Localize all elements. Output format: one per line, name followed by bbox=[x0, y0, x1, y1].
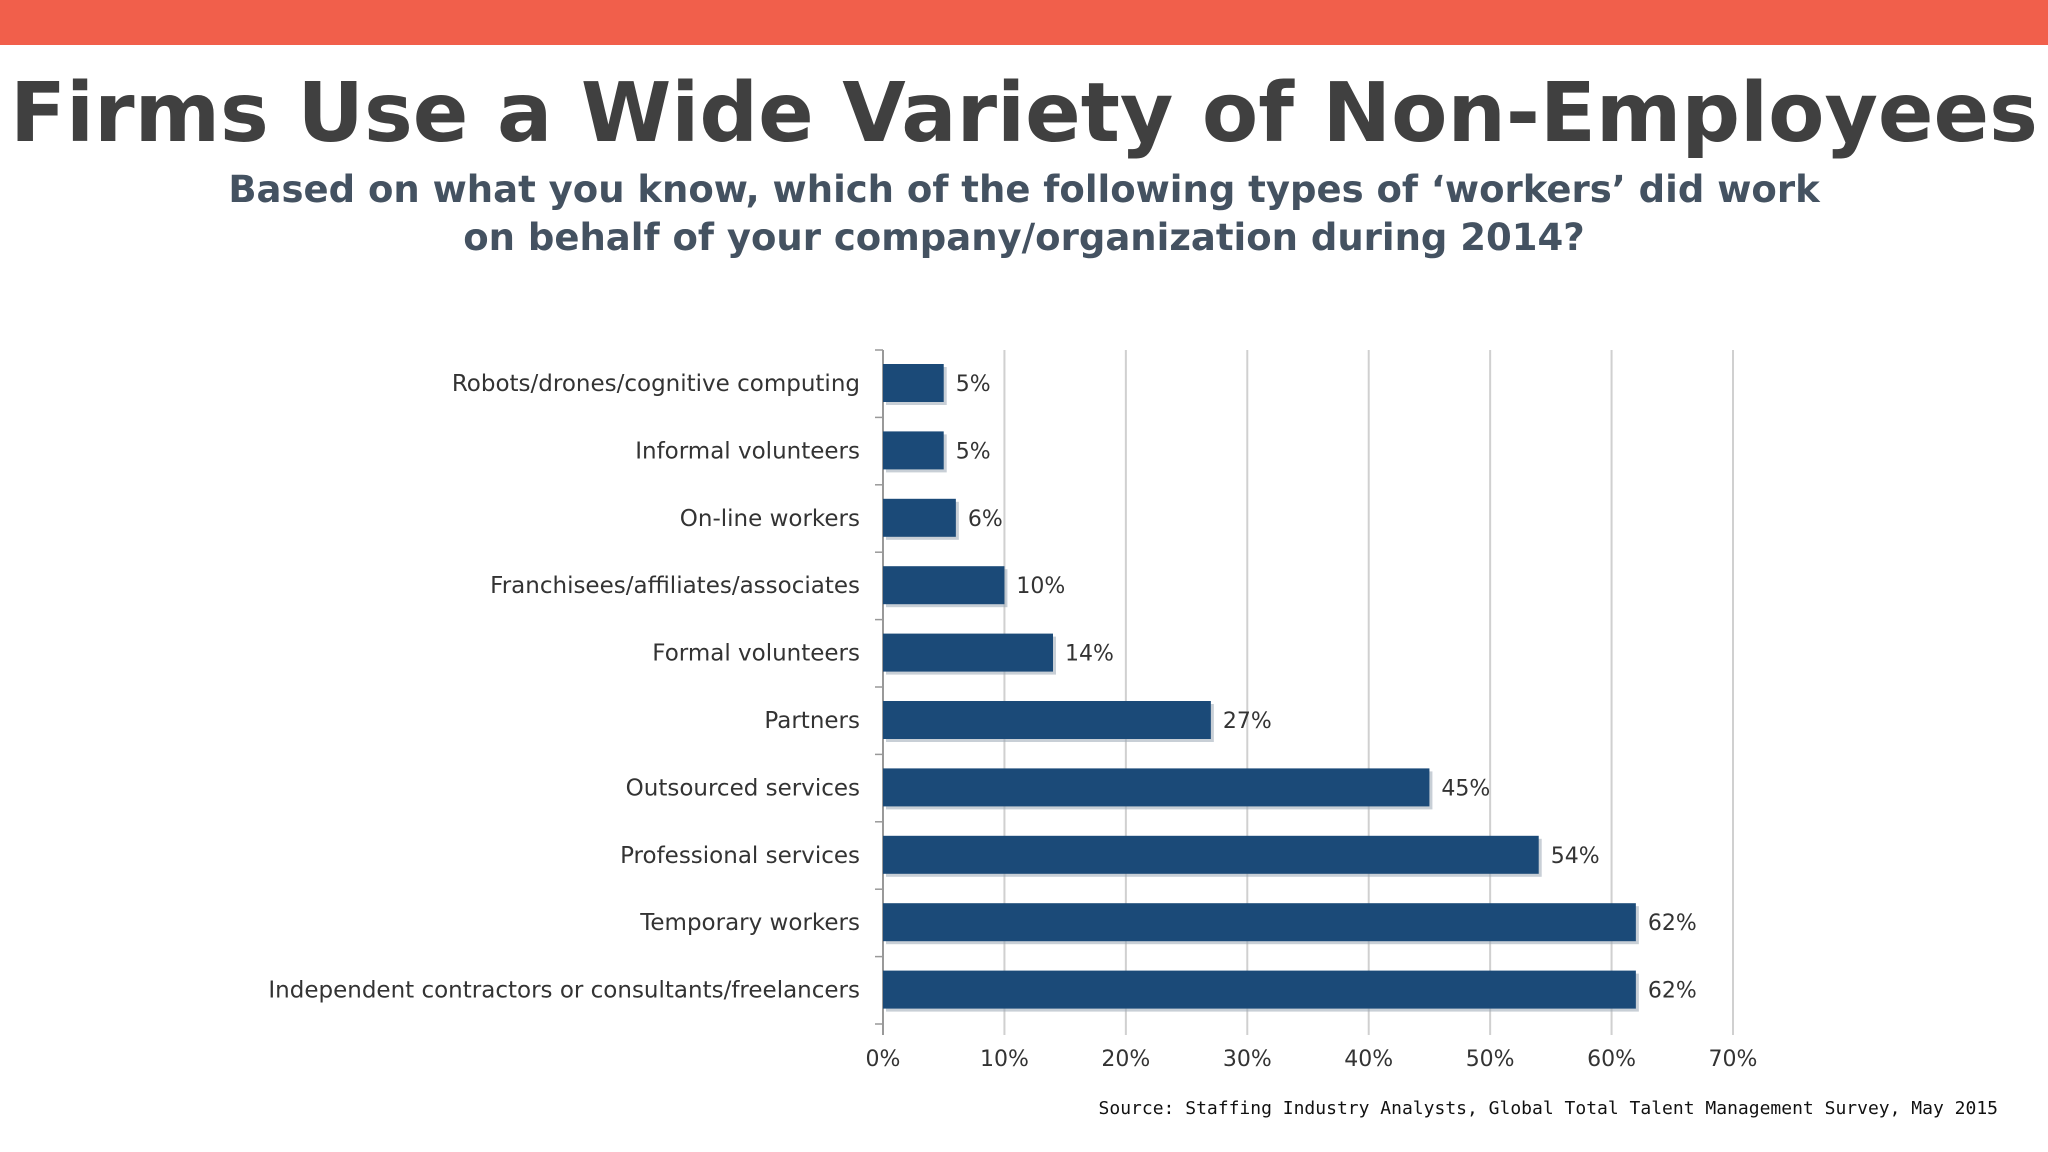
category-label: Robots/drones/cognitive computing bbox=[452, 371, 860, 397]
bar-chart: Robots/drones/cognitive computing Informa… bbox=[268, 349, 1758, 1072]
category-label: Franchisees/affiliates/associates bbox=[490, 573, 860, 599]
x-tick-label: 20% bbox=[1101, 1047, 1150, 1072]
x-tick-label: 30% bbox=[1223, 1047, 1272, 1072]
bar bbox=[883, 431, 944, 470]
category-label: Professional services bbox=[620, 843, 860, 869]
x-tick-label: 40% bbox=[1344, 1047, 1393, 1072]
category-label: Formal volunteers bbox=[652, 641, 860, 667]
bar bbox=[883, 566, 1005, 605]
page-title: Firms Use a Wide Variety of Non-Employee… bbox=[10, 66, 2038, 161]
value-label: 45% bbox=[1441, 776, 1490, 801]
bar bbox=[883, 701, 1211, 739]
bar bbox=[883, 970, 1636, 1009]
category-label: Independent contractors or consultants/f… bbox=[268, 978, 860, 1004]
value-label: 6% bbox=[968, 507, 1003, 532]
bars bbox=[883, 364, 1639, 1012]
value-label: 5% bbox=[956, 372, 991, 397]
bar bbox=[883, 498, 956, 537]
accent-bar bbox=[0, 0, 2048, 45]
category-label: Temporary workers bbox=[639, 910, 860, 936]
x-tick-label: 10% bbox=[980, 1047, 1029, 1072]
x-tick-label: 70% bbox=[1709, 1047, 1758, 1072]
value-label: 27% bbox=[1223, 709, 1272, 734]
category-label: Outsourced services bbox=[626, 775, 860, 801]
category-labels: Robots/drones/cognitive computing Informa… bbox=[268, 371, 860, 1004]
x-tick-label: 0% bbox=[866, 1047, 901, 1072]
value-label: 62% bbox=[1648, 911, 1697, 936]
category-label: On-line workers bbox=[680, 506, 860, 532]
value-label: 62% bbox=[1648, 979, 1697, 1004]
bar bbox=[883, 835, 1539, 874]
page-subtitle: Based on what you know, which of the fol… bbox=[228, 168, 1820, 259]
category-label: Informal volunteers bbox=[635, 438, 860, 464]
value-label: 10% bbox=[1016, 574, 1065, 599]
source-note: Source: Staffing Industry Analysts, Glob… bbox=[1098, 1098, 1998, 1119]
value-label: 14% bbox=[1065, 642, 1114, 667]
value-labels: 5% 5% 6% 10% 14% 27% 45% 54% 62% 62% bbox=[956, 372, 1697, 1004]
value-label: 5% bbox=[956, 439, 991, 464]
category-label: Partners bbox=[764, 708, 860, 734]
x-axis-ticks: 0% 10% 20% 30% 40% 50% 60% 70% bbox=[866, 1047, 1758, 1072]
bar bbox=[883, 364, 944, 402]
x-tick-label: 50% bbox=[1466, 1047, 1515, 1072]
value-label: 54% bbox=[1551, 844, 1600, 869]
bar bbox=[883, 903, 1636, 942]
bar bbox=[883, 633, 1053, 672]
bar bbox=[883, 768, 1430, 807]
gridlines bbox=[875, 349, 1734, 1035]
x-tick-label: 60% bbox=[1587, 1047, 1636, 1072]
